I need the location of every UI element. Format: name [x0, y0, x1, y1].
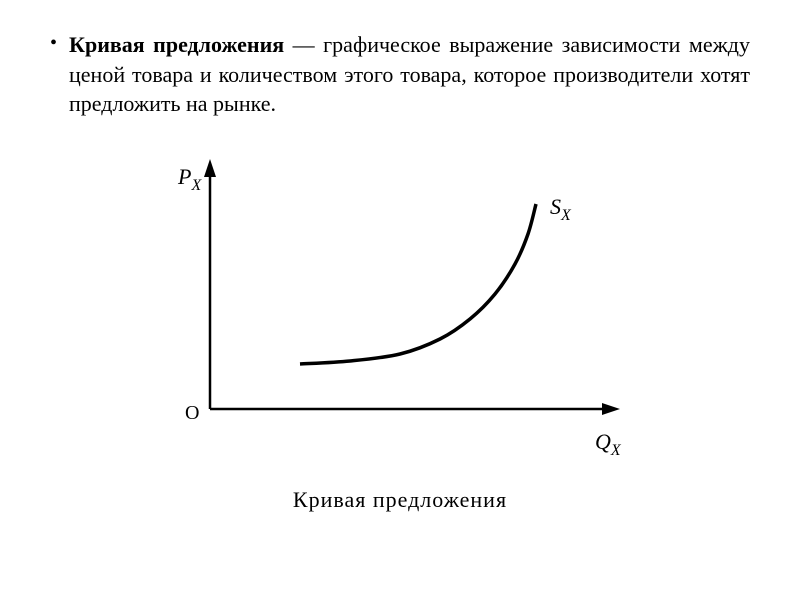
chart-svg: PX O QX SX	[150, 139, 650, 479]
definition-block: • Кривая предложения — графическое выраж…	[50, 30, 750, 119]
y-axis-arrow-icon	[204, 159, 216, 177]
supply-curve-chart: PX O QX SX	[150, 139, 650, 479]
x-axis-label: QX	[595, 429, 622, 459]
definition-term: Кривая предложения	[69, 32, 284, 57]
origin-label: O	[185, 402, 199, 424]
y-axis-label: PX	[177, 164, 202, 194]
definition-paragraph: Кривая предложения — графическое выражен…	[69, 30, 750, 119]
definition-separator: —	[284, 32, 323, 57]
chart-caption: Кривая предложения	[50, 487, 750, 513]
x-axis-arrow-icon	[602, 403, 620, 415]
supply-curve	[300, 204, 536, 364]
bullet-icon: •	[50, 32, 57, 55]
curve-label: SX	[550, 194, 572, 224]
